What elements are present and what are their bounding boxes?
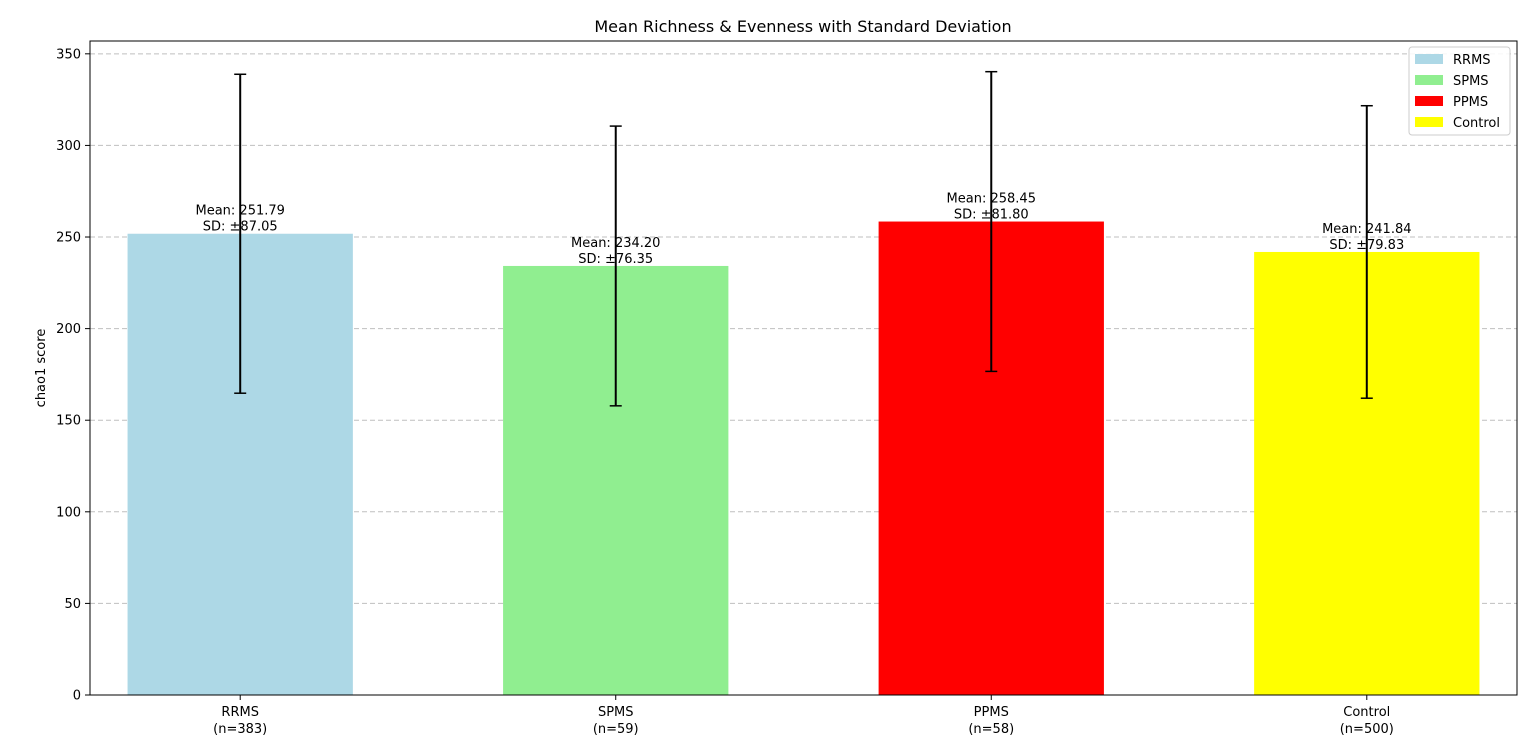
y-tick-label: 350 (56, 47, 81, 62)
x-tick-label: PPMS (974, 705, 1009, 720)
x-tick-count: (n=500) (1340, 722, 1394, 737)
legend-label: Control (1453, 116, 1500, 131)
mean-label: Mean: 241.84 (1322, 222, 1411, 237)
mean-label: Mean: 258.45 (947, 192, 1036, 207)
y-tick-label: 150 (56, 414, 81, 429)
y-tick-label: 200 (56, 322, 81, 337)
legend-swatch-ppms (1415, 96, 1443, 106)
legend-swatch-control (1415, 117, 1443, 127)
legend-box (1408, 46, 1511, 136)
y-axis: 0 50 100 150 200 250 300 350 (56, 47, 90, 704)
y-tick-label: 100 (56, 505, 81, 520)
sd-label: SD: ±87.05 (203, 220, 278, 235)
sd-label: SD: ±76.35 (578, 252, 653, 267)
x-tick-label: RRMS (221, 705, 259, 720)
plot-frame (89, 40, 1518, 696)
y-tick-label: 300 (56, 139, 81, 154)
grid-lines (90, 53, 1517, 604)
chart-title: Mean Richness & Evenness with Standard D… (594, 17, 1011, 36)
legend-label: PPMS (1453, 95, 1488, 110)
mean-label: Mean: 251.79 (195, 204, 284, 219)
x-tick-count: (n=59) (593, 722, 639, 737)
legend-swatch-spms (1415, 75, 1443, 85)
y-tick-label: 250 (56, 231, 81, 246)
error-bars (234, 70, 1373, 407)
x-tick-label: SPMS (598, 705, 634, 720)
legend-swatch-rrms (1415, 54, 1443, 64)
y-axis-label: chao1 score (34, 329, 49, 408)
sd-label: SD: ±79.83 (1329, 238, 1404, 253)
legend: RRMS SPMS PPMS Control (1408, 46, 1511, 136)
y-tick-label: 50 (64, 597, 81, 612)
sd-label: SD: ±81.80 (954, 208, 1029, 223)
x-tick-count: (n=58) (968, 722, 1014, 737)
x-tick-count: (n=383) (213, 722, 267, 737)
bars (127, 221, 1480, 695)
x-axis: RRMS (n=383) SPMS (n=59) PPMS (n=58) Control (n… (213, 695, 1394, 737)
y-tick-label: 0 (73, 689, 81, 704)
mean-label: Mean: 234.20 (571, 236, 660, 251)
x-tick-label: Control (1343, 705, 1390, 720)
legend-label: SPMS (1453, 74, 1489, 89)
legend-label: RRMS (1453, 53, 1491, 68)
